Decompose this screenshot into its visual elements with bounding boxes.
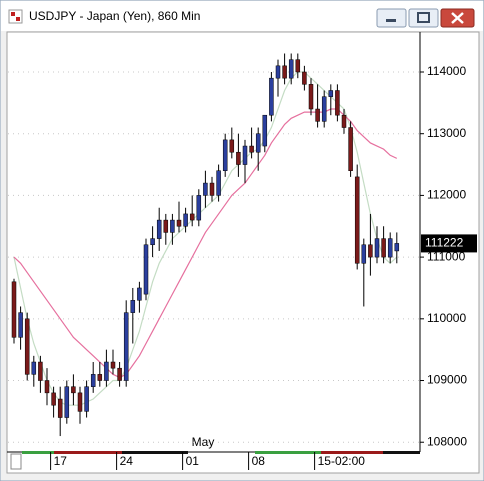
moving-average-line <box>13 108 398 379</box>
candle-body <box>275 65 281 79</box>
candle-body <box>295 59 301 73</box>
candle-body <box>123 312 129 381</box>
y-tick-label: 108000 <box>427 434 467 448</box>
last-price-label: 111222 <box>425 236 464 250</box>
candle-body <box>282 65 287 79</box>
candle-body <box>269 77 274 116</box>
y-tick-label: 113000 <box>427 126 466 140</box>
candle-body <box>387 238 393 258</box>
candle-body <box>170 219 175 233</box>
minimize-button[interactable] <box>376 8 407 28</box>
candle-body <box>11 281 17 338</box>
candle-body <box>84 386 89 412</box>
candle-body <box>104 361 109 381</box>
candle-body <box>335 90 340 116</box>
candle-body <box>236 151 241 165</box>
x-tick-label: 01 <box>186 454 200 468</box>
candle-body <box>97 374 103 381</box>
x-tick-label: 08 <box>252 454 266 468</box>
candle-body <box>229 139 235 153</box>
candle-body <box>242 145 248 165</box>
candle-body <box>288 59 294 79</box>
candle-body <box>302 71 307 85</box>
candle-body <box>117 367 122 381</box>
candle-body <box>77 392 83 412</box>
candle-body <box>137 287 142 301</box>
candle-body <box>130 300 136 313</box>
candle-body <box>163 219 169 233</box>
candle-body <box>24 318 30 375</box>
candle-body <box>394 243 400 252</box>
scroll-box[interactable] <box>10 453 22 470</box>
candle-body <box>328 90 334 97</box>
candle-body <box>315 108 320 122</box>
candle-body <box>44 380 50 394</box>
y-tick-label: 110000 <box>427 311 466 325</box>
last-price-box <box>421 234 477 253</box>
candle-body <box>341 114 347 128</box>
candle-body <box>203 182 208 196</box>
y-tick-label: 114000 <box>427 64 466 78</box>
candle-body <box>222 139 228 171</box>
candle-body <box>90 374 96 387</box>
candle-body <box>183 213 188 227</box>
candle-body <box>51 392 56 406</box>
candle-body <box>321 96 327 122</box>
candle-body <box>209 182 215 196</box>
candle-body <box>110 361 116 369</box>
candle-body <box>381 238 386 258</box>
candle-body <box>18 312 23 338</box>
candle-body <box>143 244 149 295</box>
candle-body <box>196 195 202 221</box>
candle-body <box>57 398 63 418</box>
candle-body <box>176 219 182 227</box>
candle-body <box>361 244 367 264</box>
window-title: USDJPY - Japan (Yen), 860 Min <box>29 9 200 23</box>
y-tick-label: 109000 <box>427 373 467 387</box>
candle-body <box>348 127 353 171</box>
maximize-button[interactable] <box>408 8 439 28</box>
candle-body <box>249 145 254 153</box>
candle-body <box>354 176 360 264</box>
app-icon <box>8 9 23 24</box>
candle-body <box>189 213 195 221</box>
y-tick-label: 111000 <box>427 249 466 263</box>
candle-body <box>156 219 162 239</box>
session-bar <box>22 451 420 454</box>
x-tick-label: 17 <box>54 454 68 468</box>
y-tick-label: 112000 <box>427 188 466 202</box>
x-tick-label: 15-02:00 <box>318 454 366 468</box>
candle-body <box>31 361 37 375</box>
candle-body <box>255 133 261 153</box>
close-button[interactable] <box>440 8 475 28</box>
candle-body <box>368 244 373 258</box>
candle-body <box>374 238 380 258</box>
candle-body <box>38 361 43 381</box>
candle-body <box>71 386 76 394</box>
candle-body <box>308 84 314 110</box>
x-tick-label: 24 <box>120 454 134 468</box>
candle-body <box>262 114 268 147</box>
candle-body <box>150 238 155 246</box>
candle-body <box>216 170 221 196</box>
candle-body <box>64 386 70 418</box>
